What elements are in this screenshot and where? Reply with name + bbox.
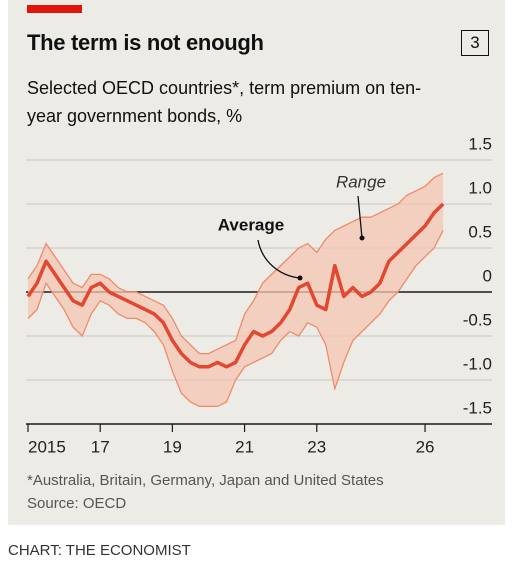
y-tick-label: 0 <box>483 266 492 285</box>
range-band <box>28 173 444 407</box>
y-tick-label: -1.5 <box>463 398 492 417</box>
average-line <box>26 202 445 369</box>
chart-title: The term is not enough <box>27 30 264 55</box>
annotation-pointer <box>257 239 301 279</box>
average-annotation: Average <box>218 215 284 234</box>
x-tick-label: 21 <box>235 437 254 456</box>
brand-bar <box>27 5 82 13</box>
footnote: *Australia, Britain, Germany, Japan and … <box>27 472 384 489</box>
y-tick-label: 1.5 <box>468 134 492 153</box>
credit: CHART: THE ECONOMIST <box>8 542 191 559</box>
y-tick-label: -0.5 <box>463 310 492 329</box>
x-tick-label: 23 <box>307 437 326 456</box>
annotation-pointer <box>357 195 363 239</box>
range-low-edge <box>27 230 444 408</box>
chart-subtitle: Selected OECD countries*, term premium o… <box>27 78 422 126</box>
source: Source: OECD <box>27 495 127 512</box>
chart-number: 3 <box>461 30 489 56</box>
x-tick-label: 17 <box>91 437 110 456</box>
range-high-edge <box>27 172 444 355</box>
y-tick-label: 0.5 <box>468 222 492 241</box>
annotation-dot <box>359 235 365 241</box>
range-annotation: Range <box>336 172 386 191</box>
annotation-dot <box>297 275 303 281</box>
x-tick-label: 26 <box>416 437 435 456</box>
x-tick-label: 2015 <box>28 437 66 456</box>
x-tick-label: 19 <box>163 437 182 456</box>
y-tick-label: 1.0 <box>468 178 492 197</box>
panel <box>8 0 505 525</box>
y-tick-label: -1.0 <box>463 354 492 373</box>
